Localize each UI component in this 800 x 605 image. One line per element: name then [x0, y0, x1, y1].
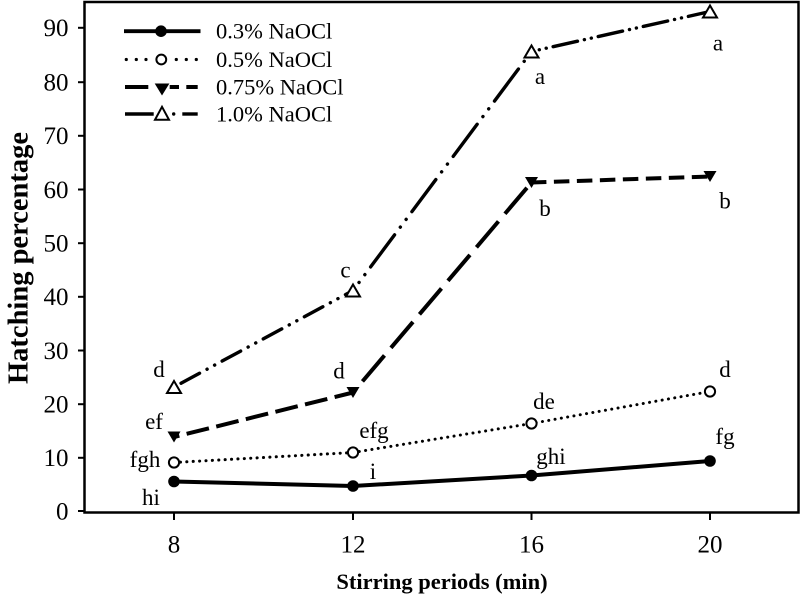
- svg-text:0.5% NaOCl: 0.5% NaOCl: [216, 47, 332, 72]
- svg-text:de: de: [533, 389, 555, 414]
- svg-text:1.0% NaOCl: 1.0% NaOCl: [216, 101, 332, 126]
- svg-text:0.3% NaOCl: 0.3% NaOCl: [216, 19, 332, 44]
- svg-text:ghi: ghi: [536, 444, 565, 469]
- svg-text:12: 12: [341, 531, 366, 558]
- svg-text:i: i: [370, 459, 376, 484]
- svg-text:d: d: [333, 359, 345, 384]
- svg-text:50: 50: [44, 231, 69, 258]
- svg-text:a: a: [535, 64, 545, 89]
- svg-text:a: a: [713, 31, 723, 56]
- svg-text:90: 90: [44, 15, 69, 42]
- svg-text:0: 0: [56, 498, 69, 525]
- svg-text:8: 8: [168, 531, 181, 558]
- svg-text:hi: hi: [142, 485, 160, 510]
- svg-text:40: 40: [44, 284, 69, 311]
- svg-text:efg: efg: [359, 418, 389, 443]
- svg-text:fgh: fgh: [130, 447, 161, 472]
- svg-text:Stirring periods (min): Stirring periods (min): [336, 569, 547, 594]
- svg-text:Hatching percentage: Hatching percentage: [4, 132, 35, 384]
- svg-text:b: b: [539, 196, 551, 221]
- svg-text:0.75% NaOCl: 0.75% NaOCl: [216, 74, 344, 99]
- svg-text:c: c: [340, 258, 350, 283]
- svg-text:d: d: [719, 357, 731, 382]
- svg-text:60: 60: [44, 177, 69, 204]
- svg-text:20: 20: [698, 531, 723, 558]
- svg-text:16: 16: [519, 531, 544, 558]
- svg-text:20: 20: [44, 392, 69, 419]
- svg-text:70: 70: [44, 123, 69, 150]
- svg-text:80: 80: [44, 70, 69, 97]
- svg-text:d: d: [153, 357, 165, 382]
- svg-text:30: 30: [44, 338, 69, 365]
- svg-text:b: b: [719, 189, 731, 214]
- svg-text:ef: ef: [145, 409, 163, 434]
- svg-text:fg: fg: [715, 424, 735, 449]
- svg-text:10: 10: [44, 445, 69, 472]
